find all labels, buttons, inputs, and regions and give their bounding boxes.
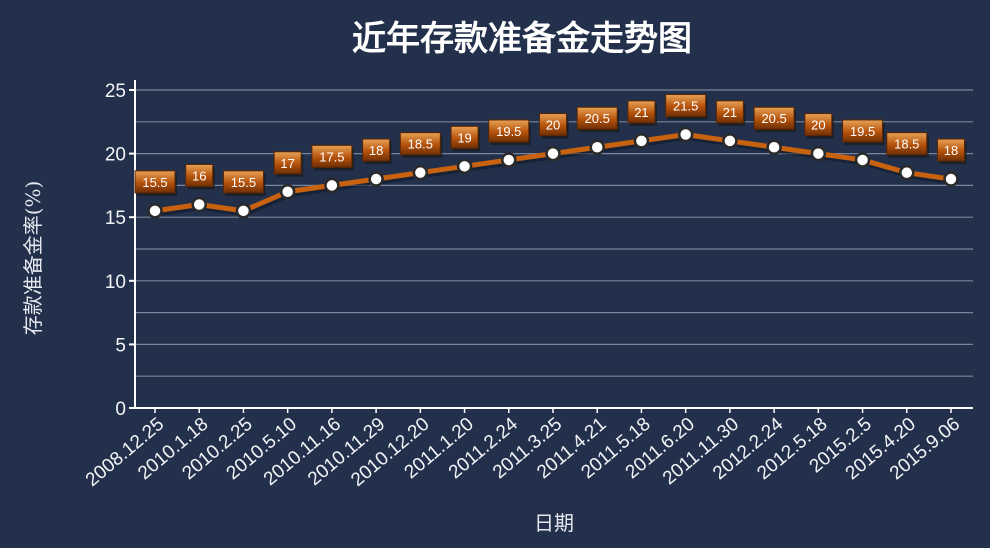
data-point <box>324 177 340 194</box>
data-label-text: 17 <box>280 156 294 171</box>
data-point <box>943 171 959 187</box>
data-label: 17.5 <box>311 144 354 171</box>
data-point <box>677 126 694 143</box>
data-point <box>810 145 827 162</box>
data-label: 20.5 <box>753 106 797 133</box>
data-point <box>545 145 561 162</box>
data-label-text: 18.5 <box>894 137 919 152</box>
data-label-text: 16 <box>192 168 206 183</box>
y-tick-labels: 0 5 10 15 20 25 <box>105 81 135 420</box>
data-label: 18.5 <box>886 132 929 158</box>
data-point <box>368 171 384 187</box>
data-point <box>722 133 738 149</box>
data-point <box>589 139 605 155</box>
y-tick-label: 0 <box>115 399 126 420</box>
data-label: 19 <box>450 125 481 152</box>
data-label-text: 18.5 <box>408 137 433 152</box>
data-label: 20 <box>804 113 834 139</box>
data-label-box <box>450 125 479 149</box>
data-label-box <box>222 170 264 194</box>
data-label: 21.5 <box>665 94 708 120</box>
data-label-text: 20.5 <box>761 111 786 126</box>
data-label: 19.5 <box>842 119 885 145</box>
data-label-box <box>842 119 884 143</box>
data-label: 20 <box>539 113 569 139</box>
data-label-box <box>576 106 618 130</box>
data-label: 17 <box>273 151 304 177</box>
data-label-box <box>273 151 302 175</box>
data-label-text: 20 <box>811 118 825 133</box>
data-label-box <box>665 94 707 118</box>
data-label-text: 20.5 <box>585 111 610 126</box>
data-label-text: 19.5 <box>496 124 521 139</box>
data-label-text: 19.5 <box>850 124 875 139</box>
chart-title: 近年存款准备金走势图 <box>352 19 692 59</box>
data-point <box>501 152 517 168</box>
y-tick-label: 20 <box>105 145 126 166</box>
data-label-text: 17.5 <box>319 149 344 164</box>
data-label-text: 21 <box>634 105 648 120</box>
data-label-box <box>715 100 744 124</box>
data-label-text: 21 <box>723 105 737 120</box>
data-point <box>191 196 207 213</box>
data-label-box <box>185 163 214 187</box>
data-label-text: 18 <box>944 143 958 158</box>
data-label: 16 <box>185 163 215 190</box>
data-label-box <box>362 138 391 162</box>
data-label-box <box>753 106 795 130</box>
data-label: 18 <box>937 138 967 165</box>
y-tick-label: 5 <box>115 335 126 356</box>
data-label-text: 15.5 <box>142 175 167 190</box>
data-label-text: 19 <box>457 130 471 145</box>
data-label-box <box>886 132 928 156</box>
data-label-box <box>134 170 176 194</box>
data-label-box <box>937 138 965 162</box>
y-tick-label: 10 <box>105 272 126 293</box>
data-label-text: 15.5 <box>231 175 256 190</box>
x-tick-labels: 2008.12.252010.1.182010.2.252010.5.10201… <box>82 408 964 491</box>
axes <box>134 80 973 409</box>
data-point <box>633 133 650 149</box>
data-point <box>899 164 915 181</box>
data-label: 18.5 <box>399 132 443 158</box>
data-point <box>235 203 252 219</box>
data-label: 15.5 <box>134 170 177 196</box>
data-label-text: 20 <box>546 118 560 133</box>
data-point <box>147 203 163 219</box>
data-label: 20.5 <box>576 106 620 133</box>
data-points <box>147 126 959 219</box>
y-tick-label: 25 <box>105 81 126 102</box>
data-label: 15.5 <box>222 170 266 196</box>
data-label: 21 <box>715 100 746 126</box>
data-point <box>854 152 871 168</box>
data-label-box <box>311 144 353 168</box>
data-label-box <box>627 100 656 124</box>
data-label-text: 21.5 <box>673 99 698 114</box>
y-tick-label: 15 <box>105 208 126 229</box>
data-point <box>766 139 782 155</box>
data-label-box <box>488 119 530 143</box>
data-point <box>456 158 473 175</box>
data-label-text: 18 <box>369 143 383 158</box>
data-label-box <box>399 132 441 156</box>
data-point <box>279 184 296 200</box>
data-point <box>412 164 429 181</box>
y-axis-label: 存款准备金率(%) <box>21 181 45 336</box>
data-label: 21 <box>627 100 657 126</box>
data-label: 18 <box>362 138 392 165</box>
data-label-box <box>804 113 833 137</box>
data-label: 19.5 <box>488 119 531 145</box>
data-labels: 15.5 16 15.5 17 17.5 18 18.5 19 19.5 20 20.5 21 21.5… <box>134 94 967 196</box>
x-axis-label: 日期 <box>534 511 574 535</box>
data-label-box <box>539 113 567 137</box>
